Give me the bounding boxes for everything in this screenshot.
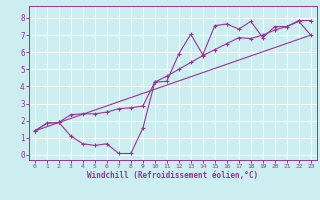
X-axis label: Windchill (Refroidissement éolien,°C): Windchill (Refroidissement éolien,°C) (87, 171, 258, 180)
